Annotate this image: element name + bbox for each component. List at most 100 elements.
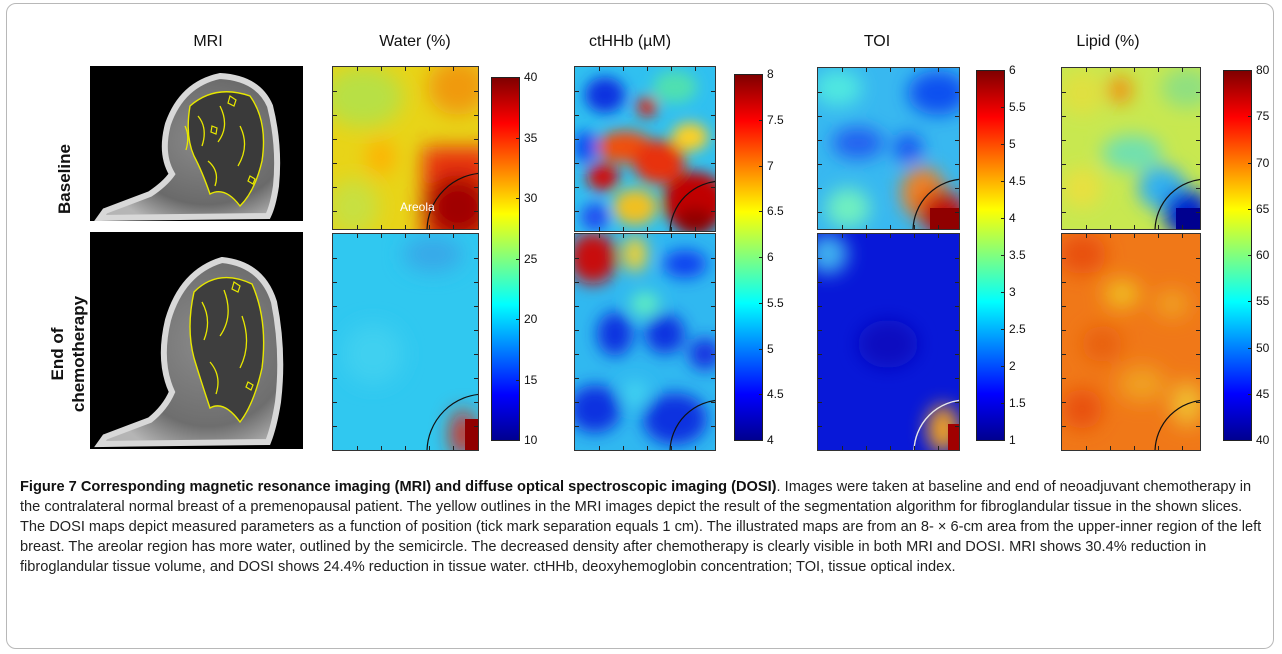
position-tick: [1062, 402, 1066, 403]
position-tick: [818, 378, 822, 379]
position-tick: [842, 225, 843, 229]
position-tick: [1196, 426, 1200, 427]
position-tick: [623, 234, 624, 238]
position-tick: [453, 225, 454, 229]
colorbar-tick-label: 7: [767, 159, 774, 173]
position-tick: [842, 234, 843, 238]
position-tick: [866, 68, 867, 72]
position-tick: [474, 426, 478, 427]
position-tick: [1110, 68, 1111, 72]
position-tick: [711, 378, 715, 379]
position-tick: [647, 227, 648, 231]
colorbar-tick-label: 65: [1256, 202, 1270, 216]
position-tick: [429, 234, 430, 238]
colorbar-tick: [516, 319, 520, 320]
colorbar-tick-label: 55: [1256, 294, 1270, 308]
position-tick: [711, 306, 715, 307]
position-tick: [1134, 446, 1135, 450]
position-tick: [1134, 234, 1135, 238]
position-tick: [1062, 164, 1066, 165]
position-tick: [1158, 68, 1159, 72]
colorbar-tick-label: 15: [524, 373, 538, 387]
position-tick: [333, 187, 337, 188]
position-tick: [711, 282, 715, 283]
position-tick: [1158, 234, 1159, 238]
position-tick: [429, 446, 430, 450]
position-tick: [1196, 188, 1200, 189]
map-water-end: [332, 233, 479, 451]
colorbar-tick: [759, 303, 763, 304]
position-tick: [818, 402, 822, 403]
position-tick: [599, 234, 600, 238]
position-tick: [333, 163, 337, 164]
position-tick: [333, 306, 337, 307]
caption-body: . Images were taken at baseline and end …: [20, 479, 1262, 575]
colorbar-tick-label: 35: [524, 131, 538, 145]
position-tick: [671, 227, 672, 231]
colorbar-tick-label: 5.5: [767, 296, 784, 310]
colorbar-tick-label: 50: [1256, 341, 1270, 355]
position-tick: [671, 446, 672, 450]
colorbar-tick: [759, 349, 763, 350]
colorbar-tick-label: 4.5: [767, 387, 784, 401]
mri-baseline-image: [90, 66, 303, 222]
position-tick: [623, 227, 624, 231]
colorbar-tick-label: 10: [524, 433, 538, 447]
position-tick: [381, 67, 382, 71]
colorbar-tick: [1248, 394, 1252, 395]
position-tick: [405, 234, 406, 238]
position-tick: [1134, 68, 1135, 72]
colorbar-tick-label: 40: [524, 70, 538, 84]
position-tick: [357, 234, 358, 238]
position-tick: [1182, 225, 1183, 229]
position-tick: [599, 446, 600, 450]
position-tick: [575, 378, 579, 379]
position-tick: [474, 115, 478, 116]
position-tick: [818, 188, 822, 189]
position-tick: [1086, 225, 1087, 229]
position-tick: [1196, 140, 1200, 141]
row-label-baseline: Baseline: [55, 144, 74, 214]
position-tick: [955, 306, 959, 307]
colorbar-tick-label: 4: [1009, 211, 1016, 225]
colorbar-tick-label: 40: [1256, 433, 1270, 447]
position-tick: [575, 306, 579, 307]
position-tick: [695, 446, 696, 450]
colorbar-tick: [1248, 163, 1252, 164]
position-tick: [575, 139, 579, 140]
position-tick: [842, 446, 843, 450]
position-tick: [1062, 92, 1066, 93]
mri-end-of-chemotherapy-image: [90, 232, 303, 449]
position-tick: [1086, 446, 1087, 450]
position-tick: [381, 234, 382, 238]
position-tick: [1134, 225, 1135, 229]
colorbar-tick-label: 2: [1009, 359, 1016, 373]
position-tick: [1196, 282, 1200, 283]
position-tick: [955, 354, 959, 355]
colorbar-tick: [1248, 116, 1252, 117]
position-tick: [955, 116, 959, 117]
position-tick: [711, 402, 715, 403]
position-tick: [1062, 282, 1066, 283]
colorbar-tick-label: 6: [767, 250, 774, 264]
colorbar-tick: [1001, 255, 1005, 256]
position-tick: [1196, 164, 1200, 165]
position-tick: [474, 211, 478, 212]
position-tick: [599, 227, 600, 231]
position-tick: [1196, 354, 1200, 355]
position-tick: [429, 225, 430, 229]
colorbar-tick: [516, 380, 520, 381]
colorbar-tick: [759, 74, 763, 75]
position-tick: [818, 116, 822, 117]
colorbar-tick-label: 75: [1256, 109, 1270, 123]
position-tick: [818, 354, 822, 355]
column-label-lipid: Lipid (%): [1076, 33, 1140, 50]
position-tick: [381, 446, 382, 450]
position-tick: [1062, 354, 1066, 355]
position-tick: [575, 402, 579, 403]
map-toi-end: [817, 233, 960, 451]
colorbar-tick: [1001, 366, 1005, 367]
position-tick: [453, 446, 454, 450]
position-tick: [474, 258, 478, 259]
position-tick: [575, 187, 579, 188]
